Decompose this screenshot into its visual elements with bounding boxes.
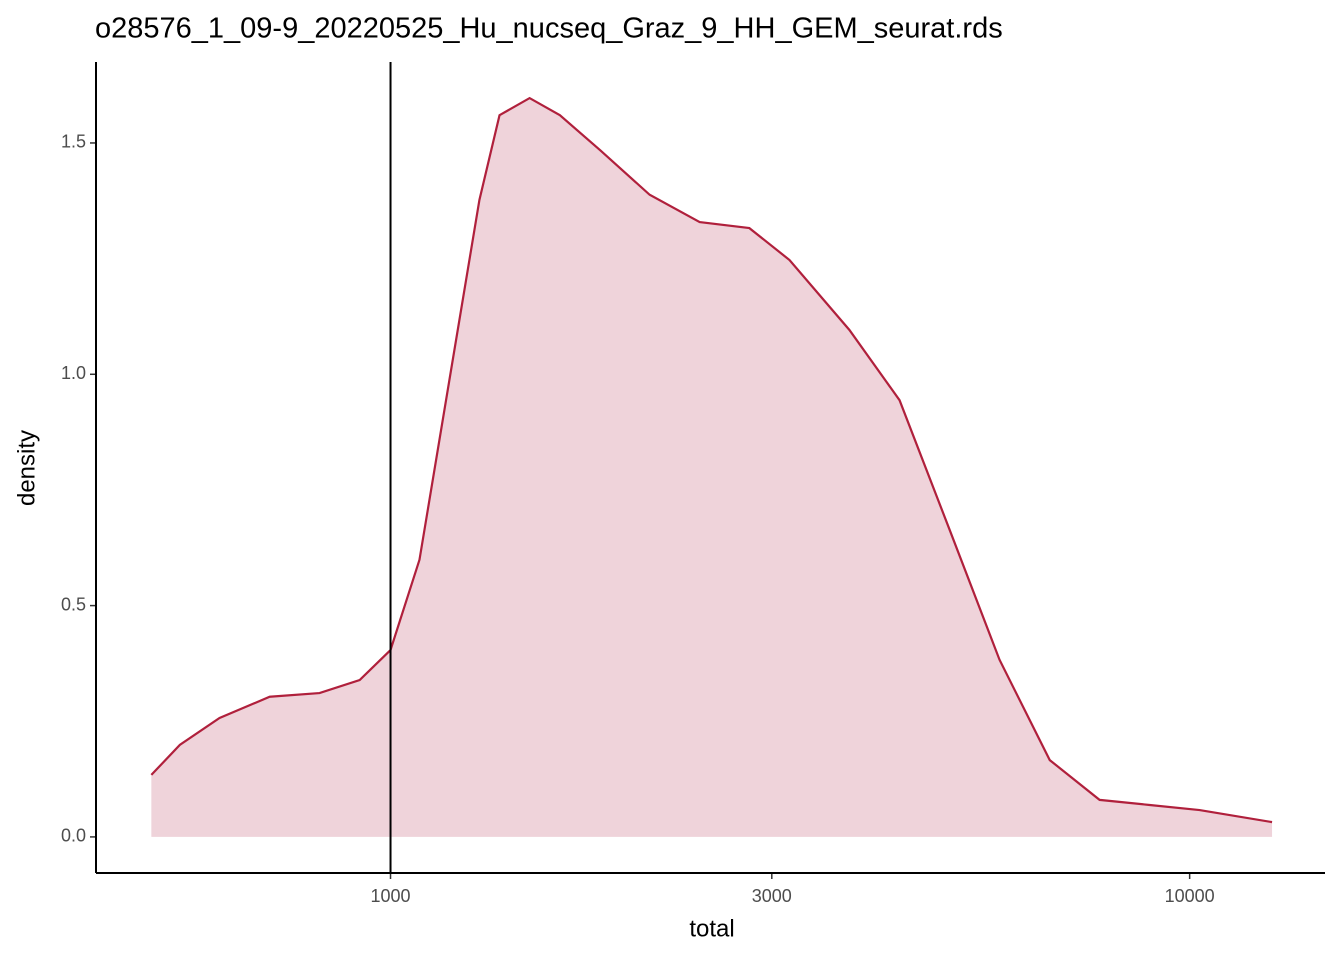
chart-title: o28576_1_09-9_20220525_Hu_nucseq_Graz_9_…: [95, 13, 1003, 45]
x-axis-label: total: [689, 915, 734, 942]
y-tick-label: 0.0: [61, 826, 86, 846]
y-axis-label: density: [13, 430, 40, 506]
y-tick-label: 0.5: [61, 594, 86, 614]
density-line: [150, 96, 1273, 824]
x-tick-label: 3000: [752, 886, 792, 906]
x-tick-label: 1000: [370, 886, 410, 906]
density-area: [151, 98, 1273, 837]
x-tick-label: 10000: [1165, 886, 1215, 906]
y-tick-label: 1.0: [61, 363, 86, 383]
y-tick-label: 1.5: [61, 132, 86, 152]
